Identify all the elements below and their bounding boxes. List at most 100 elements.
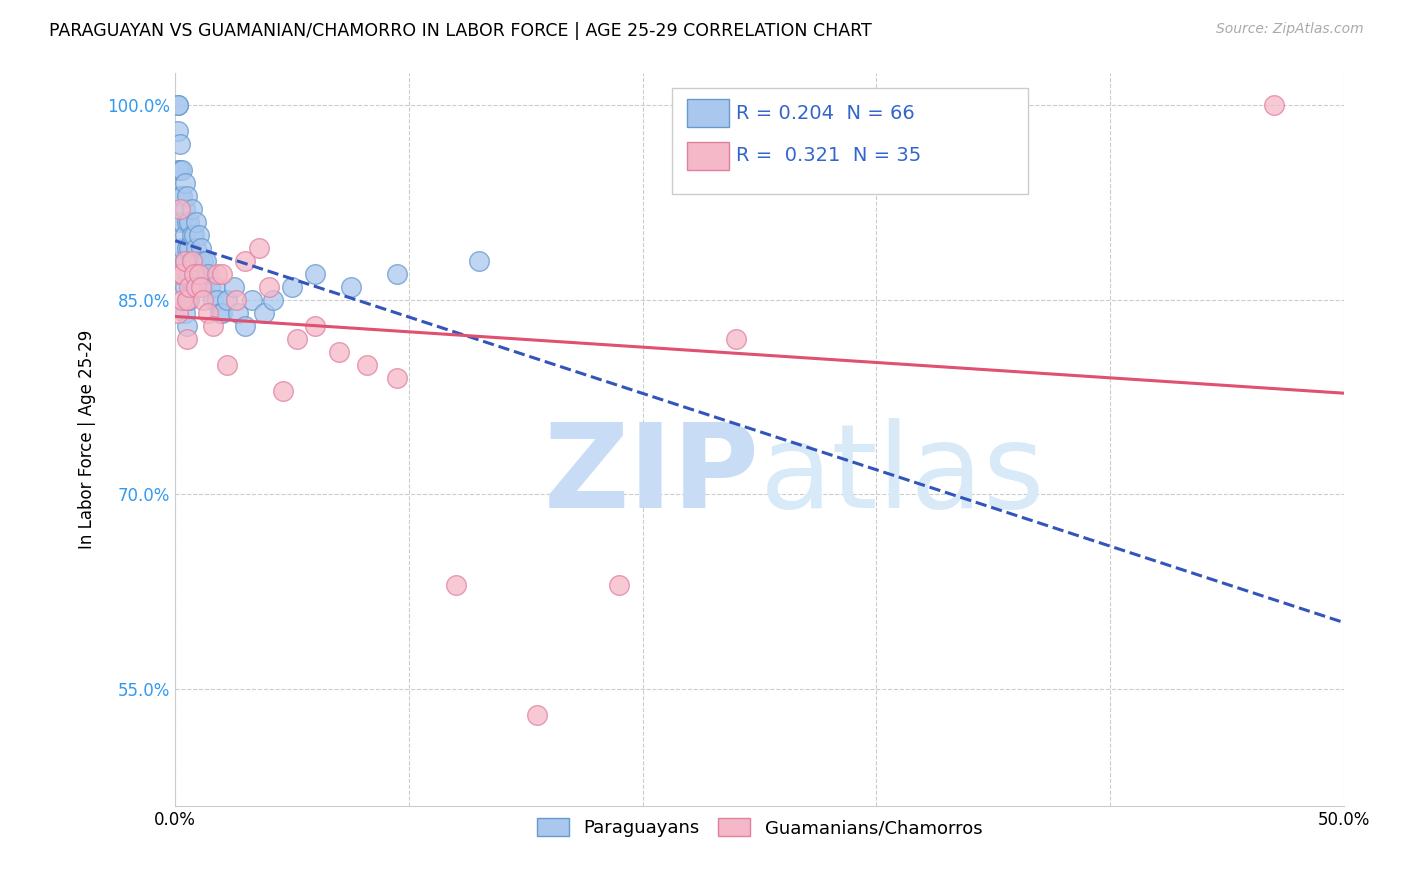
FancyBboxPatch shape xyxy=(672,87,1028,194)
Point xyxy=(173,176,195,190)
Point xyxy=(172,293,194,307)
Point xyxy=(211,267,233,281)
Point xyxy=(176,241,198,255)
Point xyxy=(222,280,245,294)
Point xyxy=(468,254,491,268)
Point xyxy=(169,137,191,152)
Point xyxy=(176,318,198,333)
Point xyxy=(176,267,198,281)
Point xyxy=(173,202,195,216)
Point xyxy=(339,280,361,294)
Point xyxy=(183,228,205,243)
Point xyxy=(193,254,215,268)
Text: atlas: atlas xyxy=(759,418,1045,533)
Point xyxy=(173,228,195,243)
Point xyxy=(607,578,630,592)
Point xyxy=(444,578,467,592)
Point xyxy=(169,163,191,178)
Point xyxy=(190,267,212,281)
Point xyxy=(179,215,201,229)
Point xyxy=(173,306,195,320)
Point xyxy=(166,163,188,178)
Text: PARAGUAYAN VS GUAMANIAN/CHAMORRO IN LABOR FORCE | AGE 25-29 CORRELATION CHART: PARAGUAYAN VS GUAMANIAN/CHAMORRO IN LABO… xyxy=(49,22,872,40)
Point xyxy=(172,267,194,281)
Point xyxy=(190,280,212,294)
Text: R =  0.321  N = 35: R = 0.321 N = 35 xyxy=(737,146,921,165)
Point xyxy=(193,293,215,307)
Point xyxy=(172,215,194,229)
Point xyxy=(179,280,201,294)
Point xyxy=(526,707,548,722)
Point xyxy=(176,215,198,229)
Point xyxy=(180,254,202,268)
Point xyxy=(172,163,194,178)
Point xyxy=(215,293,238,307)
Point xyxy=(183,267,205,281)
Point xyxy=(179,241,201,255)
Point xyxy=(262,293,284,307)
Point xyxy=(173,254,195,268)
Point xyxy=(197,267,219,281)
Text: R = 0.204  N = 66: R = 0.204 N = 66 xyxy=(737,103,915,123)
Text: ZIP: ZIP xyxy=(544,418,759,533)
Y-axis label: In Labor Force | Age 25-29: In Labor Force | Age 25-29 xyxy=(79,330,96,549)
Point xyxy=(172,241,194,255)
Point xyxy=(166,124,188,138)
Legend: Paraguayans, Guamanians/Chamorros: Paraguayans, Guamanians/Chamorros xyxy=(529,811,990,845)
Point xyxy=(194,254,217,268)
Point xyxy=(179,267,201,281)
Point xyxy=(187,228,209,243)
Point xyxy=(247,241,270,255)
Point xyxy=(235,318,257,333)
Point xyxy=(169,254,191,268)
Point xyxy=(193,280,215,294)
Point xyxy=(356,358,378,372)
FancyBboxPatch shape xyxy=(688,99,730,128)
Point xyxy=(172,267,194,281)
Point xyxy=(176,332,198,346)
Point xyxy=(169,189,191,203)
Point xyxy=(197,306,219,320)
Point xyxy=(179,293,201,307)
Point xyxy=(166,98,188,112)
Point xyxy=(235,254,257,268)
Point xyxy=(328,344,350,359)
Point xyxy=(387,370,409,384)
Point xyxy=(183,254,205,268)
Point xyxy=(187,254,209,268)
Point xyxy=(186,241,208,255)
Point xyxy=(169,215,191,229)
Point xyxy=(200,280,222,294)
Point xyxy=(183,280,205,294)
Point xyxy=(240,293,263,307)
Point xyxy=(201,318,224,333)
Point xyxy=(204,280,226,294)
Point xyxy=(176,293,198,307)
Point xyxy=(187,267,209,281)
Point xyxy=(173,280,195,294)
Point xyxy=(207,267,229,281)
Text: Source: ZipAtlas.com: Source: ZipAtlas.com xyxy=(1216,22,1364,37)
Point xyxy=(725,332,748,346)
Point xyxy=(271,384,294,398)
Point xyxy=(166,98,188,112)
Point xyxy=(180,254,202,268)
Point xyxy=(304,267,326,281)
Point xyxy=(173,254,195,268)
Point xyxy=(180,202,202,216)
Point xyxy=(186,215,208,229)
Point xyxy=(186,280,208,294)
Point xyxy=(190,241,212,255)
Point xyxy=(201,293,224,307)
Point xyxy=(208,306,231,320)
Point xyxy=(207,293,229,307)
Point xyxy=(304,318,326,333)
Point xyxy=(176,189,198,203)
Point xyxy=(281,280,304,294)
Point xyxy=(180,228,202,243)
Point xyxy=(180,280,202,294)
Point xyxy=(225,293,247,307)
Point xyxy=(285,332,308,346)
Point xyxy=(166,306,188,320)
Point xyxy=(172,189,194,203)
